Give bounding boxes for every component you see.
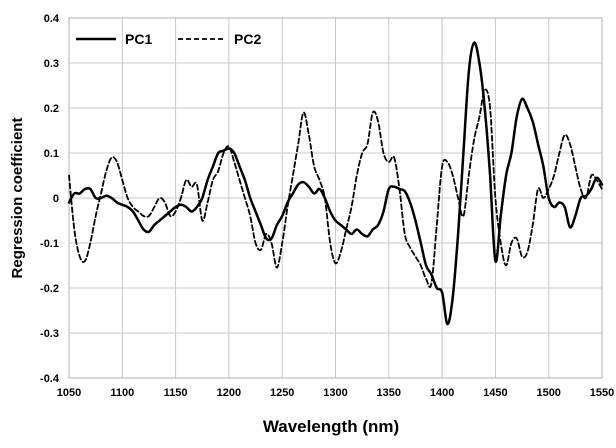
y-tick-label: 0.4 [44, 13, 60, 25]
y-tick-label: 0.1 [44, 148, 59, 160]
legend-label-pc1: PC1 [125, 31, 152, 47]
series-line-pc2 [68, 88, 603, 288]
x-tick-label: 1300 [323, 387, 347, 399]
legend: PC1 PC2 [76, 31, 261, 47]
y-axis-title: Regression coefficient [9, 118, 26, 279]
y-tick-label: -0.3 [40, 328, 59, 340]
x-tick-label: 1100 [110, 387, 134, 399]
x-tick-label: 1550 [590, 387, 614, 399]
x-tick-label: 1050 [57, 387, 81, 399]
x-axis-title: Wavelength (nm) [263, 417, 399, 436]
x-tick-label: 1450 [483, 387, 507, 399]
x-tick-label: 1250 [270, 387, 294, 399]
y-tick-label: 0.2 [44, 103, 59, 115]
plot-border [68, 17, 603, 379]
legend-label-pc2: PC2 [234, 31, 261, 47]
x-tick-label: 1150 [164, 387, 188, 399]
tick-layer: -0.4 -0.3 -0.2 -0.1 0 0.1 0.2 0.3 0.4 1050 1100 115… [40, 13, 614, 399]
x-tick-label: 1400 [430, 387, 454, 399]
y-tick-label: -0.1 [40, 238, 59, 250]
x-tick-label: 1350 [377, 387, 401, 399]
y-tick-label: -0.4 [40, 373, 60, 385]
series-layer [67, 41, 604, 326]
y-tick-label: -0.2 [40, 283, 59, 295]
y-tick-label: 0 [53, 193, 59, 205]
x-tick-label: 1200 [217, 387, 241, 399]
x-tick-label: 1500 [536, 387, 560, 399]
series-line-pc1 [67, 41, 604, 326]
y-tick-label: 0.3 [44, 58, 59, 70]
grid-layer [68, 17, 603, 379]
